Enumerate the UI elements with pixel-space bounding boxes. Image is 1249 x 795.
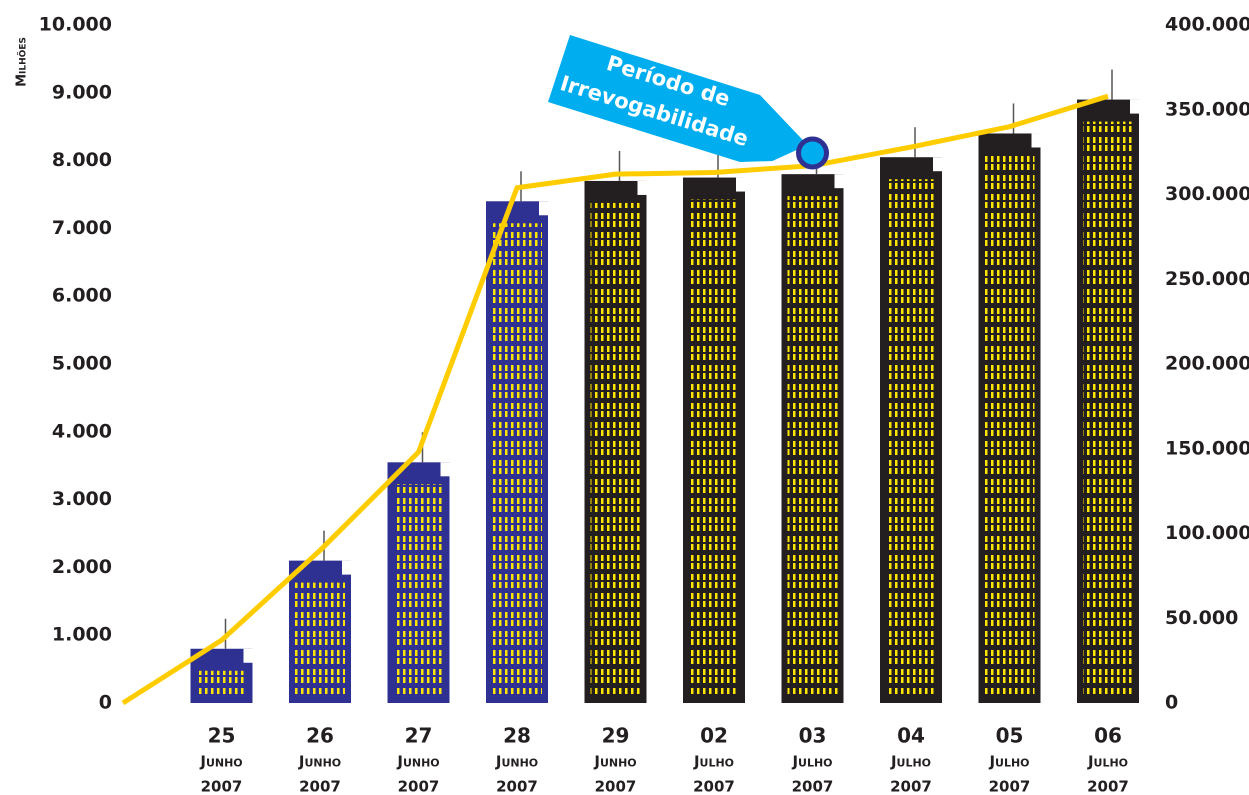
crown-cut [1031,133,1041,148]
windows [1083,121,1133,695]
crown-cut [736,177,745,192]
y-tick-label: 5.000 [52,353,112,375]
x-tick-label: Junho [396,753,439,771]
x-tick-label: 28 [503,724,531,748]
building [1077,69,1139,703]
windows [295,582,345,695]
building [584,150,647,703]
crown-cut [933,157,942,172]
building [683,147,745,704]
x-tick-label: 2007 [1087,778,1129,795]
x-tick-label: 2007 [693,778,735,795]
y2-tick-label: 200.000 [1165,353,1249,375]
line [121,93,1109,706]
windows [590,202,641,695]
x-tick-label: Junho [495,753,538,771]
x-tick-label: 04 [897,724,925,748]
x-tick-label: Julho [890,753,931,771]
crown-cut [637,180,647,195]
x-tick-label: Junho [199,753,242,771]
crown-cut [243,648,253,663]
annotation-tag [548,35,808,162]
crown-cut [440,462,450,477]
y2-tick-label: 150.000 [1165,437,1249,459]
x-tick-label: 2007 [299,778,341,795]
y-tick-label: 2.000 [52,556,112,578]
windows [984,155,1035,696]
building [781,144,844,703]
x-tick-label: Julho [693,753,734,771]
x-tick-label: 02 [700,724,728,748]
windows [886,179,936,695]
crown-cut [342,560,351,575]
windows [787,196,838,695]
x-tick-label: 2007 [496,778,538,795]
x-tick-label: 2007 [792,778,834,795]
y2-tick-label: 400.000 [1165,14,1249,36]
building [387,432,450,703]
y2-tick-label: 0 [1165,692,1178,714]
x-tick-label: 29 [602,724,630,748]
x-tick-label: Junho [593,753,636,771]
x-tick-label: 25 [208,724,236,748]
x-tick-label: Julho [988,753,1029,771]
building [190,618,253,703]
y2-tick-label: 50.000 [1165,607,1238,629]
building [880,127,942,703]
y-tick-label: 0 [99,692,112,714]
y-axis-title: Milhões [15,37,30,87]
y-tick-label: 9.000 [52,81,112,103]
y2-tick-label: 350.000 [1165,98,1249,120]
x-tick-label: 27 [405,724,433,748]
windows [196,670,247,695]
y-tick-label: 8.000 [52,149,112,171]
building [289,530,351,703]
x-tick-label: 26 [306,724,334,748]
y-tick-label: 10.000 [39,14,112,36]
x-tick-label: 2007 [398,778,440,795]
y2-tick-label: 250.000 [1165,268,1249,290]
building [486,171,548,703]
x-tick-label: 05 [996,724,1024,748]
crown-cut [539,201,548,216]
x-tick-label: 2007 [595,778,637,795]
y-tick-label: 3.000 [52,488,112,510]
x-tick-label: Junho [298,753,341,771]
windows [689,199,739,696]
building [978,103,1041,704]
x-tick-label: 2007 [890,778,932,795]
y-tick-label: 4.000 [52,420,112,442]
crown-cut [834,174,844,189]
x-tick-label: 2007 [201,778,243,795]
crown-cut [1130,99,1139,114]
x-tick-label: Julho [1087,753,1128,771]
y-tick-label: 6.000 [52,285,112,307]
annotation-marker [796,136,829,170]
windows [393,484,444,695]
x-tick-label: 03 [799,724,827,748]
y2-tick-label: 300.000 [1165,183,1249,205]
windows [492,223,542,695]
x-tick-label: 06 [1094,724,1122,748]
x-tick-label: Julho [791,753,832,771]
y-tick-label: 1.000 [52,624,112,646]
x-tick-label: 2007 [989,778,1031,795]
y2-tick-label: 100.000 [1165,522,1249,544]
y-tick-label: 7.000 [52,217,112,239]
